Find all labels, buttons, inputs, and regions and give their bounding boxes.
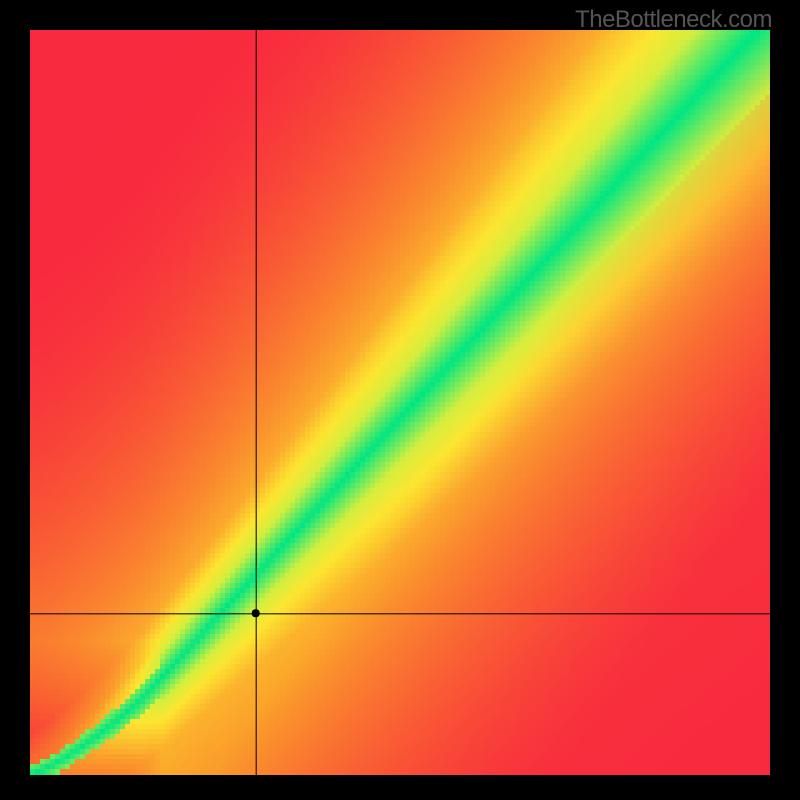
- watermark-text: TheBottleneck.com: [575, 6, 772, 34]
- heatmap-canvas: [30, 30, 770, 775]
- chart-frame: [30, 30, 770, 775]
